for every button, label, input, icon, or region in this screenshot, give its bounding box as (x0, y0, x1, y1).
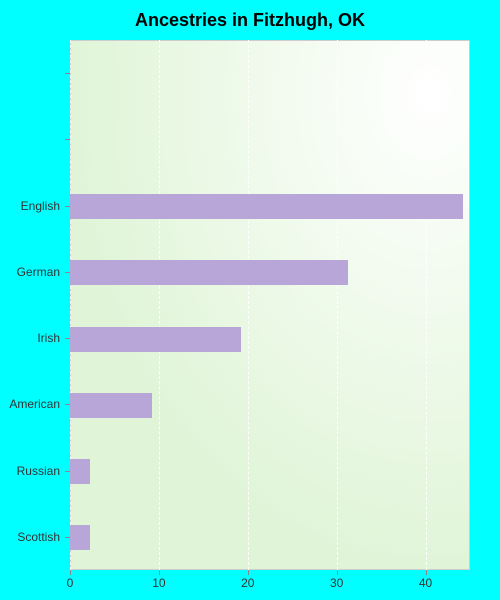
x-tick (337, 570, 338, 575)
x-tick (70, 570, 71, 575)
y-axis-label: Scottish (0, 530, 60, 544)
y-tick (65, 73, 70, 74)
y-tick (65, 537, 70, 538)
x-tick (426, 570, 427, 575)
chart-title: Ancestries in Fitzhugh, OK (0, 10, 500, 31)
x-axis-label: 20 (241, 576, 254, 590)
bar (70, 260, 348, 285)
bar (70, 525, 90, 550)
y-tick (65, 471, 70, 472)
gridline (248, 40, 249, 570)
gridline (70, 40, 71, 570)
bar (70, 459, 90, 484)
plot-area (70, 40, 470, 570)
y-tick (65, 272, 70, 273)
y-axis-label: German (0, 265, 60, 279)
x-axis-label: 0 (67, 576, 74, 590)
x-tick (159, 570, 160, 575)
gridline (337, 40, 338, 570)
y-tick (65, 404, 70, 405)
y-axis-label: Russian (0, 464, 60, 478)
gridline (159, 40, 160, 570)
gridline (426, 40, 427, 570)
y-tick (65, 338, 70, 339)
x-tick (248, 570, 249, 575)
plot-background (70, 40, 470, 570)
bar (70, 194, 463, 219)
x-axis-label: 40 (419, 576, 432, 590)
y-axis-label: Irish (0, 331, 60, 345)
bar (70, 327, 241, 352)
x-axis-label: 10 (152, 576, 165, 590)
bar (70, 393, 152, 418)
y-axis-label: English (0, 199, 60, 213)
y-axis-label: American (0, 397, 60, 411)
x-axis-label: 30 (330, 576, 343, 590)
y-tick (65, 139, 70, 140)
chart-container: Ancestries in Fitzhugh, OK City-Data.com… (0, 0, 500, 600)
y-tick (65, 206, 70, 207)
